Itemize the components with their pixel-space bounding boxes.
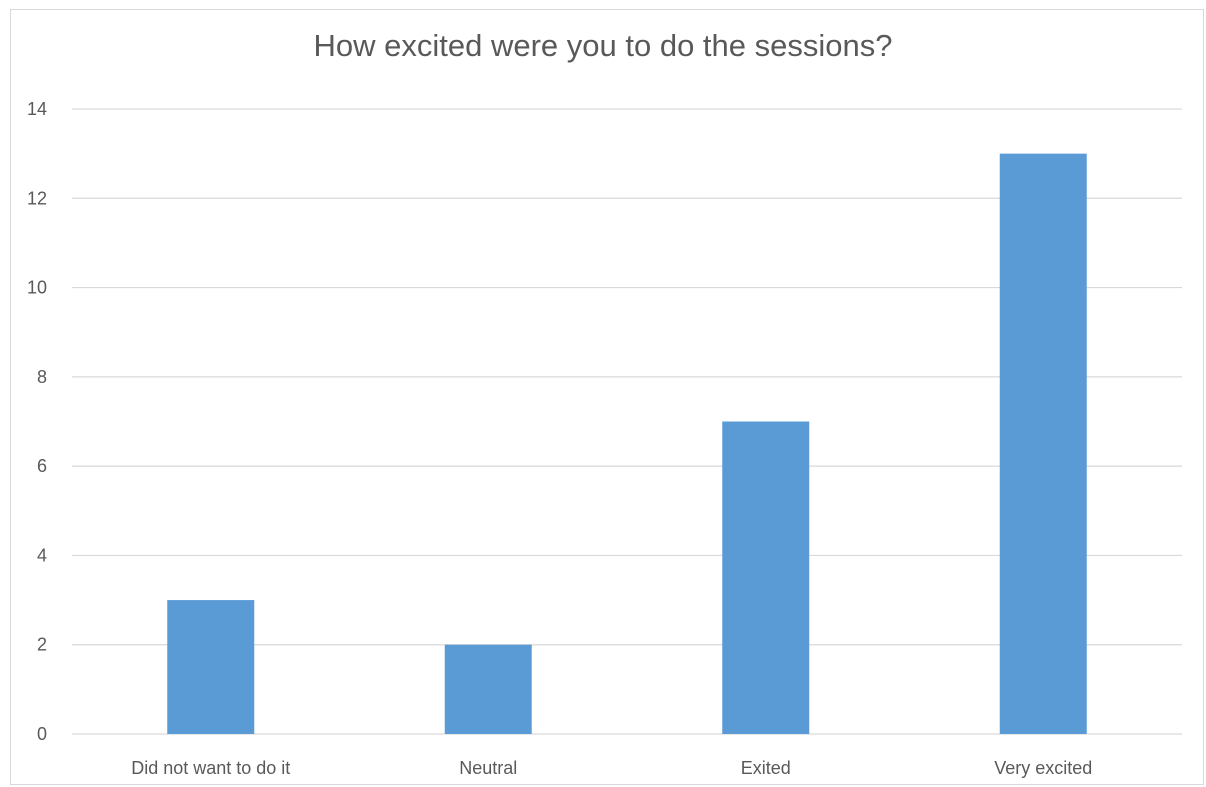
y-axis-ticks: 0 2 4 6 8 10 12 14	[27, 99, 47, 744]
y-tick-label: 2	[37, 635, 47, 655]
x-tick-label: Exited	[741, 758, 791, 778]
chart-title: How excited were you to do the sessions?	[313, 28, 893, 63]
bar	[999, 153, 1087, 735]
y-tick-label: 0	[37, 724, 47, 744]
y-tick-label: 8	[37, 367, 47, 387]
bar	[722, 421, 810, 734]
y-tick-label: 10	[27, 278, 47, 298]
bar	[167, 600, 255, 734]
x-axis-ticks: Did not want to do it Neutral Exited Very e…	[131, 758, 1092, 778]
bar	[444, 644, 532, 734]
y-tick-label: 14	[27, 99, 47, 119]
x-tick-label: Did not want to do it	[131, 758, 290, 778]
x-tick-label: Neutral	[459, 758, 517, 778]
bars	[167, 153, 1087, 735]
y-tick-label: 4	[37, 545, 47, 565]
gridlines	[72, 108, 1182, 735]
y-tick-label: 6	[37, 456, 47, 476]
y-tick-label: 12	[27, 188, 47, 208]
x-tick-label: Very excited	[994, 758, 1092, 778]
